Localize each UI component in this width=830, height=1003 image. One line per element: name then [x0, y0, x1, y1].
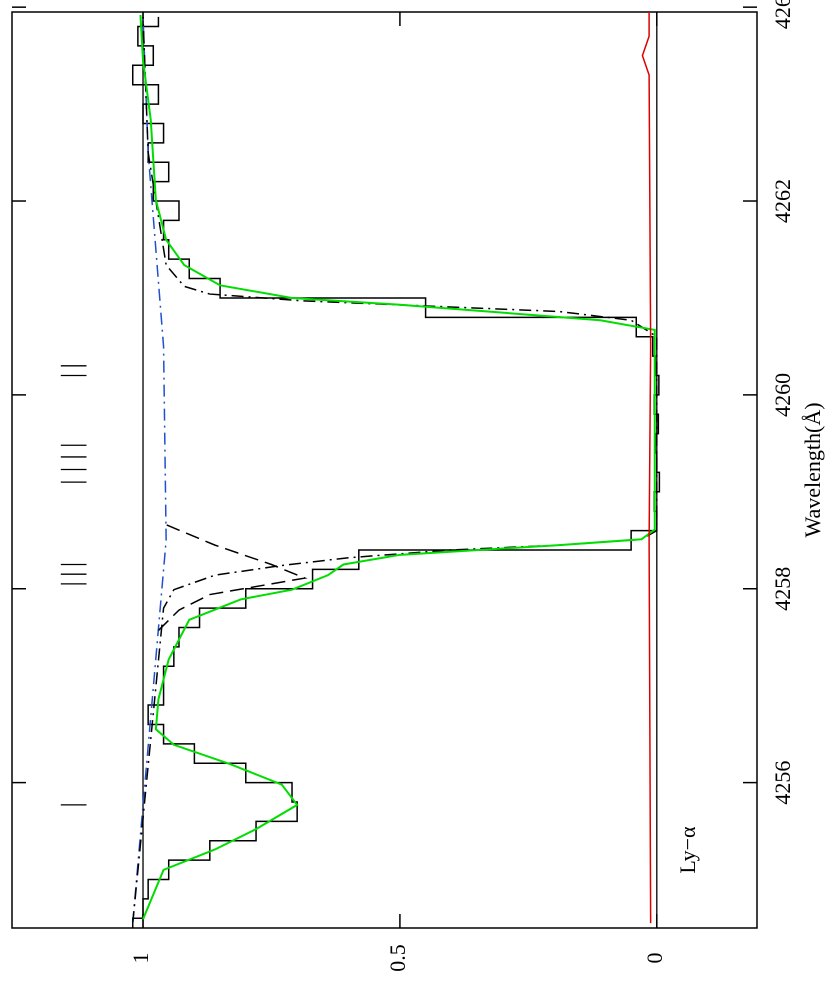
x-tick-label: 4262	[770, 179, 795, 223]
plot-frame	[11, 11, 758, 929]
series-line	[131, 16, 167, 924]
y-tick-label: 0	[642, 953, 667, 964]
x-tick-label: 4256	[770, 761, 795, 805]
series-line	[157, 524, 308, 631]
y-axis-label: Normalized Flux	[325, 998, 475, 1003]
series-line	[131, 16, 658, 924]
y-tick-label: 1	[128, 953, 153, 964]
series-line	[139, 14, 656, 920]
y-tick-label: 0.5	[385, 944, 410, 972]
annotation: Ly−α	[675, 826, 700, 874]
x-axis-label: Wavelength(Å)	[800, 402, 825, 537]
series-line	[641, 12, 652, 924]
x-tick-label: 4260	[770, 373, 795, 417]
x-tick-label: 4258	[770, 567, 795, 611]
series-line	[131, 16, 661, 928]
x-tick-label: 4264	[770, 0, 795, 29]
